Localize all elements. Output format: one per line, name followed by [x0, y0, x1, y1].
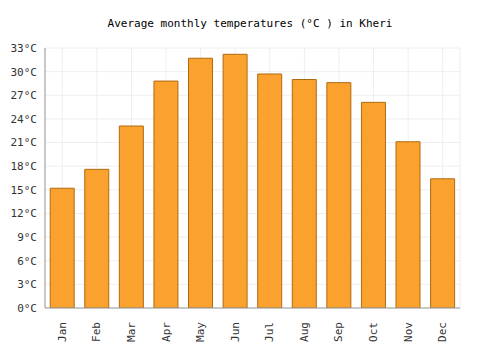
- svg-text:15°C: 15°C: [11, 184, 38, 197]
- svg-text:Jun: Jun: [229, 322, 242, 342]
- svg-text:21°C: 21°C: [11, 136, 38, 149]
- svg-text:18°C: 18°C: [11, 160, 38, 173]
- svg-text:30°C: 30°C: [11, 66, 38, 79]
- svg-text:27°C: 27°C: [11, 89, 38, 102]
- svg-text:6°C: 6°C: [17, 255, 37, 268]
- svg-text:Aug: Aug: [298, 322, 311, 342]
- svg-text:May: May: [194, 322, 207, 342]
- svg-text:12°C: 12°C: [11, 207, 38, 220]
- svg-text:9°C: 9°C: [17, 231, 37, 244]
- svg-text:Jul: Jul: [263, 322, 276, 342]
- svg-text:Nov: Nov: [402, 322, 415, 342]
- svg-text:Mar: Mar: [125, 322, 138, 342]
- svg-text:Apr: Apr: [160, 322, 173, 342]
- svg-text:Feb: Feb: [90, 322, 103, 342]
- svg-text:Oct: Oct: [367, 322, 380, 342]
- svg-text:0°C: 0°C: [17, 302, 37, 315]
- svg-text:33°C: 33°C: [11, 42, 38, 55]
- svg-text:24°C: 24°C: [11, 113, 38, 126]
- html-text:Average monthly temperatures (: Average monthly temperatures (°C ) in Kh…: [107, 17, 393, 30]
- svg-text:3°C: 3°C: [17, 278, 37, 291]
- svg-text:Dec: Dec: [436, 322, 449, 342]
- svg-text:Jan: Jan: [56, 322, 69, 342]
- svg-text:Sep: Sep: [332, 322, 345, 342]
